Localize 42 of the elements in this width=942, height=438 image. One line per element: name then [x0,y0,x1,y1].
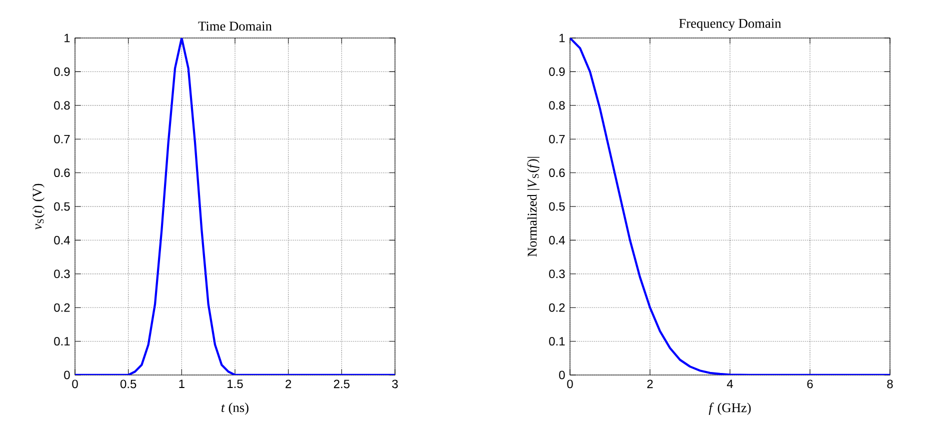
y-tick-label: 1 [64,34,70,42]
chart-title: Frequency Domain [679,18,782,31]
x-tick-label: 0 [72,380,78,388]
y-tick-label: 0.2 [54,303,70,312]
y-tick-label: 0.7 [549,134,565,144]
x-tick-label: 0 [567,380,573,388]
y-axis-title: Normalized |V$_{S}$(f)| [527,156,540,257]
y-tick-label: 0.1 [549,337,565,346]
y-tick-label: 0.7 [54,134,70,144]
x-tick-label: 3 [392,380,398,388]
chart-title: Time Domain [198,22,272,31]
y-tick-label: 0.1 [54,337,70,346]
x-tick-label: 4 [726,380,733,388]
x-tick-label: 2 [647,380,653,388]
y-tick-label: 0.4 [54,236,70,244]
y-tick-label: 0.3 [549,270,565,278]
y-tick-label: 0.4 [549,236,565,244]
y-tick-label: 1 [560,34,565,42]
y-tick-label: 0.5 [549,202,565,211]
x-tick-label: 2.5 [334,380,350,388]
line-series [570,38,890,375]
y-tick-label: 0.6 [549,168,565,178]
y-axis-title: v$_{S}$(t) (V) [32,184,44,230]
y-tick-label: 0.9 [549,67,565,76]
x-tick-label: 0.5 [120,380,136,388]
x-tick-label: 6 [807,380,813,388]
x-tick-label: 2 [286,380,292,388]
y-tick-label: 0.8 [549,101,565,110]
y-tick-label: 0.8 [54,101,70,110]
y-tick-label: 0 [559,370,565,380]
x-tick-label: 8 [887,380,893,388]
y-tick-label: 0.3 [54,270,70,278]
y-tick-label: 0.5 [54,202,70,211]
x-axis-title: f (GHz) [708,402,751,415]
y-tick-label: 0.9 [54,67,70,76]
y-tick-label: 0 [64,370,70,380]
x-tick-label: 1.5 [228,380,243,388]
x-axis-title: t (ns) [222,402,248,415]
line-series [75,38,396,375]
x-tick-label: 1 [179,380,184,388]
y-tick-label: 0.2 [549,303,565,312]
y-tick-label: 0.6 [54,168,70,178]
